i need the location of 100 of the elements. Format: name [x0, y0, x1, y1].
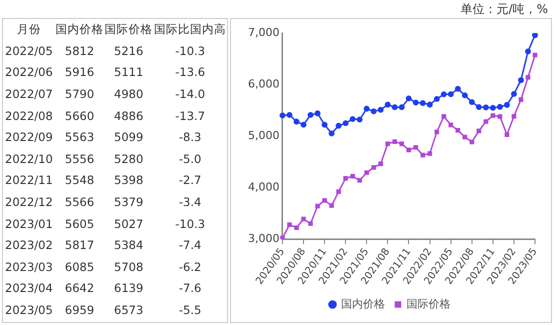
- data-label: -13.6: [174, 64, 206, 82]
- point: [511, 91, 517, 97]
- data-label: -13.7: [174, 108, 206, 125]
- point: [526, 75, 530, 80]
- point: [342, 120, 349, 126]
- point: [496, 104, 503, 110]
- point: [399, 141, 404, 146]
- data-label: 5216: [113, 42, 144, 60]
- point: [525, 48, 531, 54]
- data-label: -7.6: [178, 280, 202, 298]
- data-label: 4886: [113, 108, 144, 125]
- category-label: 2022/08: [4, 108, 54, 125]
- data-label: 5379: [113, 194, 144, 211]
- category-label: 2023/04: [4, 280, 54, 298]
- point: [426, 102, 433, 108]
- data-label: 5280: [113, 150, 144, 168]
- data-label: 5384: [113, 237, 144, 254]
- data-label: 5563: [64, 129, 96, 146]
- point: [280, 236, 285, 240]
- point: [398, 104, 405, 110]
- point: [420, 100, 426, 106]
- data-label: 6642: [64, 280, 96, 298]
- point: [406, 95, 412, 102]
- data-label: 6085: [64, 258, 96, 276]
- point: [315, 204, 320, 208]
- point: [343, 176, 348, 181]
- data-label: -10.3: [174, 216, 206, 233]
- data-label: 5812: [64, 42, 96, 60]
- point: [456, 128, 460, 133]
- category-label: 2022/05: [4, 42, 54, 60]
- category-label: 2022/10: [4, 150, 54, 168]
- point: [314, 110, 321, 116]
- data-label: -5.5: [178, 302, 202, 319]
- point: [322, 122, 328, 128]
- data-label: 5099: [113, 129, 144, 146]
- data-label: -7.4: [178, 237, 202, 254]
- category-label: 2022/09: [4, 129, 54, 146]
- point: [504, 132, 510, 137]
- point: [476, 128, 482, 134]
- data-label: 5708: [113, 258, 144, 276]
- point: [413, 145, 418, 150]
- data-label: 5027: [113, 216, 144, 233]
- data-label: -5.0: [178, 150, 202, 168]
- y-tick-label: 7,000: [248, 26, 280, 39]
- point: [434, 130, 440, 134]
- point: [308, 221, 313, 226]
- data-label: 5111: [113, 64, 144, 82]
- point: [498, 114, 502, 119]
- legend-label: 国际价格: [406, 297, 450, 310]
- point: [412, 100, 419, 106]
- point: [286, 112, 292, 118]
- category-label: 2023/05: [4, 302, 54, 319]
- point: [470, 140, 474, 144]
- text: 国际价格: [104, 21, 154, 38]
- category-label: 2023/01: [4, 216, 54, 233]
- data-label: -3.4: [178, 194, 202, 211]
- legend-label: 国内价格: [341, 297, 385, 310]
- data-label: 6139: [113, 280, 144, 298]
- category-label: 2022/06: [4, 64, 54, 82]
- data-label: 5556: [64, 150, 96, 168]
- point: [350, 174, 355, 179]
- category-label: 2022/12: [4, 194, 54, 211]
- point: [406, 148, 412, 152]
- data-label: -8.3: [178, 129, 202, 146]
- text: 国内价格: [54, 21, 104, 38]
- point: [329, 203, 334, 208]
- point: [490, 104, 496, 111]
- point: [322, 198, 327, 203]
- point: [518, 77, 524, 84]
- point: [371, 165, 376, 170]
- category-label: 2022/07: [4, 86, 54, 103]
- point: [448, 122, 454, 128]
- point: [301, 216, 306, 222]
- data-label: -14.0: [174, 86, 206, 103]
- point: [280, 112, 286, 118]
- point: [532, 33, 538, 38]
- y-tick-label: 3,000: [248, 232, 280, 245]
- point: [482, 104, 489, 110]
- data-label: -2.7: [178, 172, 202, 190]
- data-label: 5790: [64, 86, 96, 103]
- point: [462, 134, 468, 140]
- point: [420, 152, 426, 158]
- data-label: 5916: [64, 64, 96, 82]
- y-tick-label: 5,000: [248, 128, 280, 142]
- point: [287, 222, 292, 227]
- point: [504, 102, 510, 108]
- data-label: 6959: [64, 302, 96, 319]
- point: [308, 112, 314, 118]
- data-label: 6573: [113, 302, 144, 319]
- point: [392, 104, 398, 110]
- data-label: 5660: [64, 108, 96, 125]
- point: [294, 118, 300, 125]
- point: [462, 92, 468, 98]
- point: [336, 122, 342, 129]
- point: [294, 225, 299, 230]
- point: [448, 91, 454, 98]
- point: [427, 151, 432, 156]
- point: [484, 119, 488, 124]
- point: [350, 116, 356, 122]
- point: [490, 113, 496, 118]
